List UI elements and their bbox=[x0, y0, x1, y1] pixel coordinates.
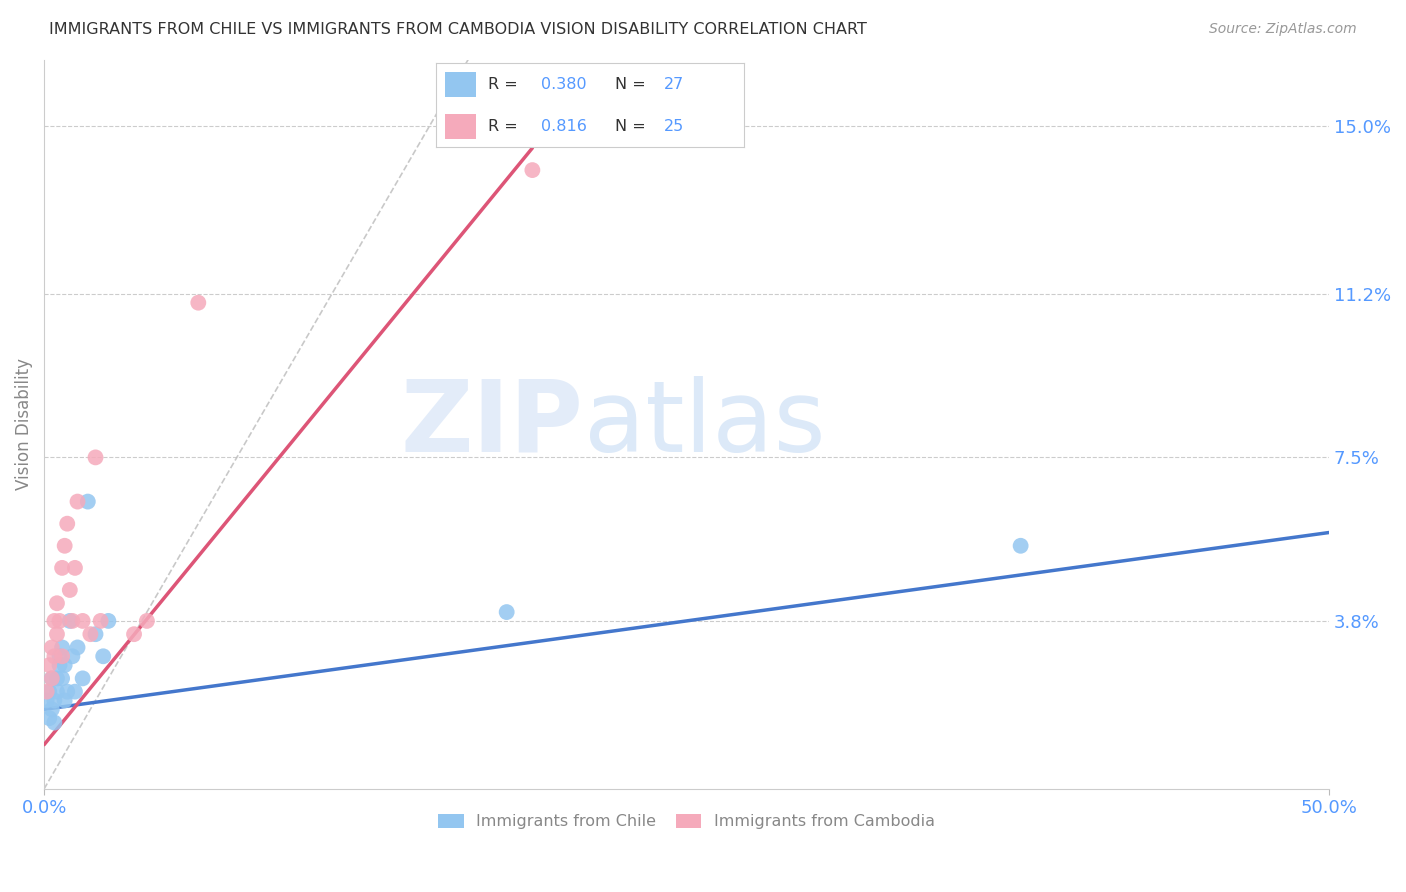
Point bbox=[66, 494, 89, 508]
Point bbox=[122, 627, 145, 641]
Point bbox=[72, 672, 94, 686]
Point bbox=[56, 516, 79, 531]
Point bbox=[63, 684, 86, 698]
Point bbox=[51, 561, 73, 575]
Point bbox=[1010, 539, 1032, 553]
Point bbox=[522, 163, 544, 178]
Point bbox=[41, 672, 63, 686]
Point bbox=[48, 658, 70, 673]
Point bbox=[38, 658, 60, 673]
Point bbox=[97, 614, 120, 628]
Point bbox=[41, 672, 63, 686]
Point bbox=[51, 672, 73, 686]
Text: atlas: atlas bbox=[583, 376, 825, 473]
Point bbox=[56, 684, 79, 698]
Point bbox=[51, 649, 73, 664]
Point bbox=[48, 614, 70, 628]
Point bbox=[46, 672, 69, 686]
Point bbox=[44, 715, 66, 730]
Point bbox=[51, 640, 73, 655]
Point bbox=[35, 693, 58, 707]
Point bbox=[38, 711, 60, 725]
Point bbox=[41, 640, 63, 655]
Point bbox=[46, 627, 69, 641]
Point bbox=[41, 702, 63, 716]
Point bbox=[72, 614, 94, 628]
Point bbox=[76, 494, 98, 508]
Point bbox=[53, 539, 76, 553]
Point bbox=[46, 684, 69, 698]
Point bbox=[59, 582, 82, 597]
Point bbox=[60, 614, 83, 628]
Point bbox=[84, 450, 107, 465]
Point bbox=[66, 640, 89, 655]
Point bbox=[90, 614, 112, 628]
Text: Source: ZipAtlas.com: Source: ZipAtlas.com bbox=[1209, 22, 1357, 37]
Point bbox=[38, 684, 60, 698]
Point bbox=[48, 649, 70, 664]
Point bbox=[44, 693, 66, 707]
Point bbox=[63, 561, 86, 575]
Point bbox=[79, 627, 101, 641]
Point bbox=[53, 693, 76, 707]
Point bbox=[84, 627, 107, 641]
Point bbox=[495, 605, 517, 619]
Point bbox=[91, 649, 114, 664]
Point bbox=[44, 614, 66, 628]
Legend: Immigrants from Chile, Immigrants from Cambodia: Immigrants from Chile, Immigrants from C… bbox=[432, 807, 942, 836]
Point bbox=[59, 614, 82, 628]
Y-axis label: Vision Disability: Vision Disability bbox=[15, 359, 32, 491]
Point bbox=[60, 649, 83, 664]
Text: IMMIGRANTS FROM CHILE VS IMMIGRANTS FROM CAMBODIA VISION DISABILITY CORRELATION : IMMIGRANTS FROM CHILE VS IMMIGRANTS FROM… bbox=[49, 22, 868, 37]
Point bbox=[53, 658, 76, 673]
Point bbox=[46, 596, 69, 610]
Point bbox=[135, 614, 157, 628]
Point bbox=[187, 295, 209, 310]
Text: ZIP: ZIP bbox=[401, 376, 583, 473]
Point bbox=[35, 684, 58, 698]
Point bbox=[44, 649, 66, 664]
